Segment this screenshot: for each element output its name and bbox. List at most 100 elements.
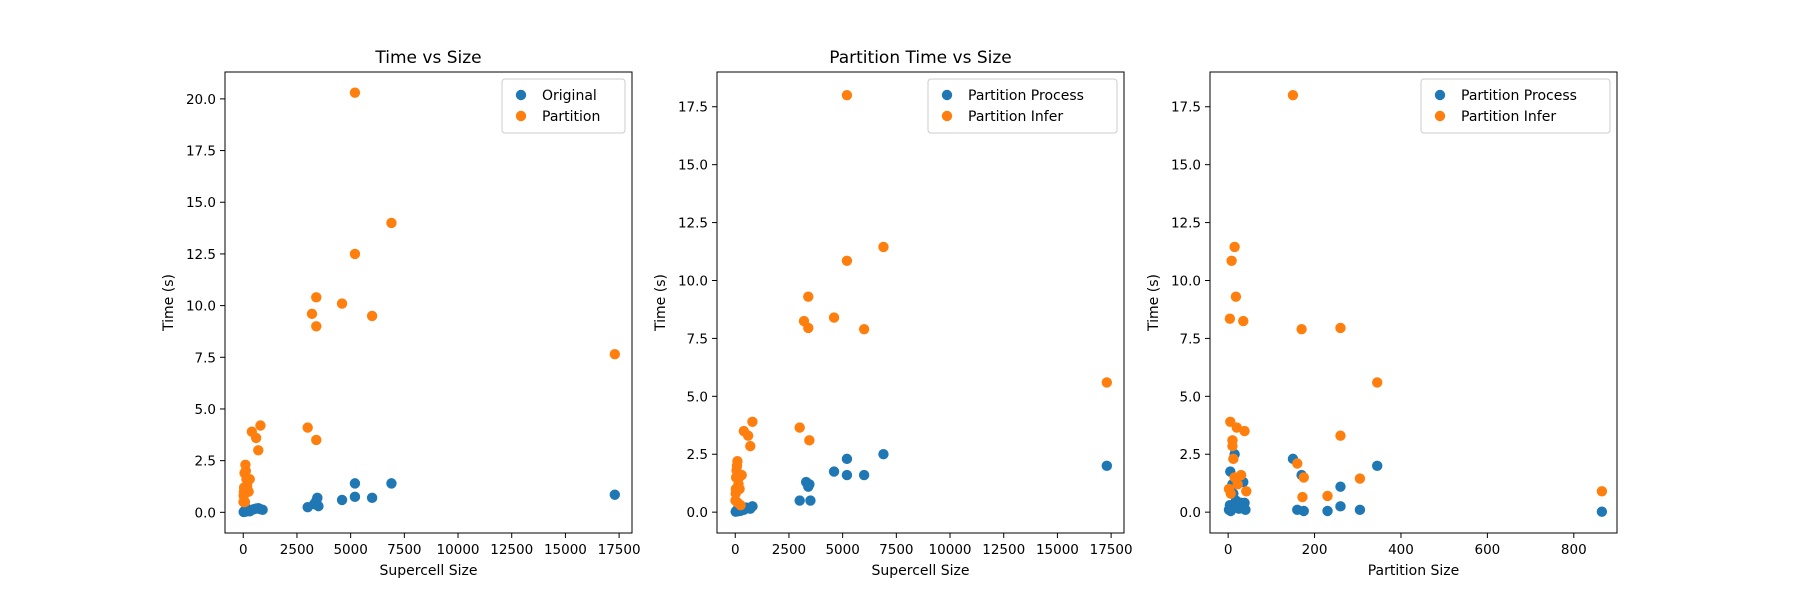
legend: Partition Process Partition Infer (927, 78, 1118, 134)
data-point (366, 310, 378, 322)
plot-frame (224, 71, 633, 534)
data-point (302, 422, 313, 433)
data-point (1238, 315, 1249, 327)
data-point (244, 474, 255, 485)
data-point (609, 489, 621, 500)
x-tick-label: 15000 (544, 542, 587, 558)
x-tick-label: 17500 (1090, 542, 1133, 558)
x-tick-label: 10000 (437, 542, 480, 558)
legend: Original Partition (501, 78, 626, 134)
data-point (1224, 313, 1236, 324)
data-point (311, 434, 322, 446)
data-point (841, 453, 853, 465)
y-tick-label: 10.0 (1171, 273, 1201, 289)
data-point (878, 241, 889, 253)
data-point (735, 500, 746, 511)
legend-marker (1434, 110, 1446, 122)
data-point (1225, 488, 1236, 499)
y-tick-label: 10.0 (678, 273, 708, 289)
data-point (804, 435, 815, 446)
data-point (745, 440, 756, 452)
data-point (1230, 291, 1242, 302)
series-2 (1223, 89, 1608, 503)
x-tick-label: 12500 (490, 542, 533, 558)
data-point (747, 501, 758, 512)
data-point (1229, 241, 1240, 253)
data-point (1297, 491, 1308, 503)
x-tick-label: 400 (1388, 542, 1414, 558)
y-tick-label: 7.5 (1180, 331, 1201, 347)
x-tick-label: 7500 (879, 542, 913, 558)
data-point (349, 491, 361, 503)
legend-frame (1420, 78, 1611, 134)
y-tick-label: 20.0 (186, 92, 216, 108)
chart-title: Time vs Size (374, 48, 481, 68)
y-tick-label: 0.0 (195, 505, 216, 521)
series-1 (238, 478, 621, 518)
data-point (253, 445, 264, 456)
legend-marker (941, 89, 953, 101)
series-2 (238, 87, 621, 508)
data-point (1101, 377, 1113, 388)
data-point (311, 321, 322, 332)
data-point (386, 217, 397, 229)
legend-frame (501, 78, 626, 134)
data-point (1372, 460, 1383, 472)
data-point (1227, 440, 1238, 452)
legend-frame (927, 78, 1118, 134)
y-axis-label: Time (s) (161, 274, 177, 332)
data-point (366, 492, 378, 504)
x-axis-label: Supercell Size (380, 563, 478, 579)
data-point (239, 496, 251, 508)
legend-label: Partition (542, 109, 600, 125)
y-tick-label: 12.5 (1171, 216, 1201, 232)
legend-marker (1434, 89, 1446, 101)
data-point (1241, 486, 1252, 497)
data-point (794, 495, 805, 506)
series-2 (730, 89, 1113, 511)
chart-3: 0 200 400 600 800 0.0 2.5 5.0 7.5 10.0 12.5 15.0 17.… (1146, 71, 1618, 579)
y-tick-label: 7.5 (687, 331, 708, 347)
data-point (734, 483, 745, 495)
data-point (1322, 490, 1333, 502)
data-point (257, 504, 268, 516)
x-tick-label: 800 (1561, 542, 1587, 558)
y-tick-label: 2.5 (195, 454, 216, 470)
data-point (1335, 501, 1346, 512)
data-point (349, 478, 361, 489)
data-point (243, 486, 254, 497)
y-tick-label: 15.0 (678, 158, 708, 174)
data-point (1298, 505, 1309, 517)
y-axis-label: Time (s) (1146, 274, 1162, 332)
x-tick-label: 2500 (280, 542, 314, 558)
y-tick-label: 0.0 (687, 505, 708, 521)
data-point (1372, 377, 1383, 388)
data-point (1335, 430, 1346, 441)
data-point (1322, 505, 1333, 517)
x-tick-label: 600 (1474, 542, 1500, 558)
y-tick-label: 12.5 (678, 216, 708, 232)
legend-marker (941, 110, 953, 122)
data-point (742, 430, 754, 441)
plot-frame (716, 71, 1125, 534)
legend-label: Partition Infer (1461, 109, 1556, 125)
data-point (1596, 486, 1608, 497)
data-point (311, 292, 322, 303)
legend: Partition Process Partition Infer (1420, 78, 1611, 134)
y-tick-label: 12.5 (186, 247, 216, 263)
data-point (1292, 458, 1303, 469)
data-point (313, 500, 324, 512)
data-point (336, 298, 348, 309)
y-tick-label: 0.0 (1180, 505, 1201, 521)
data-point (828, 466, 840, 477)
data-point (1101, 460, 1113, 472)
y-tick-label: 2.5 (687, 447, 708, 463)
data-point (349, 248, 361, 260)
data-point (803, 291, 814, 302)
x-axis-label: Supercell Size (872, 563, 970, 579)
data-point (828, 312, 840, 323)
data-point (1335, 322, 1346, 334)
data-point (1239, 425, 1250, 437)
legend-marker (515, 89, 527, 101)
y-tick-label: 5.0 (1180, 389, 1201, 405)
